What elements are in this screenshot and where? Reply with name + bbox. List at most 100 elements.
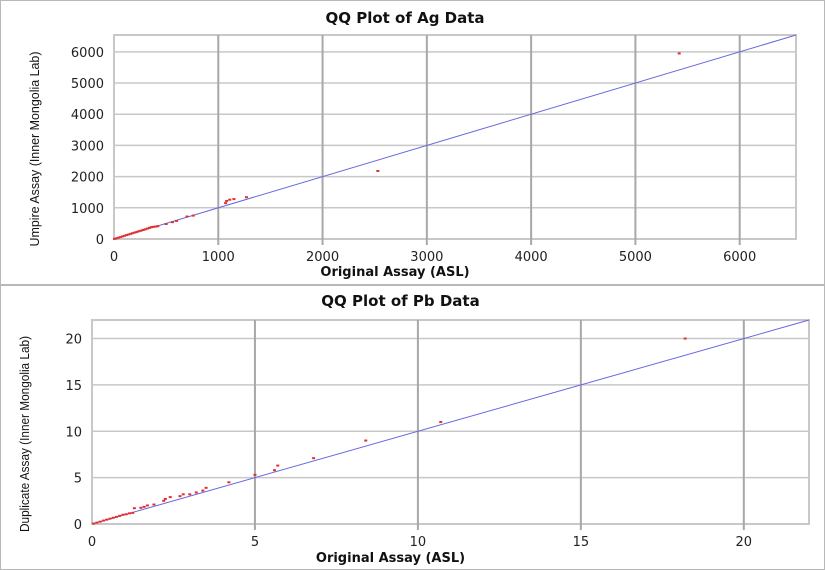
data-point <box>178 495 182 498</box>
x-axis-label: Original Assay (ASL) <box>320 265 469 280</box>
x-tick-label: 6000 <box>723 250 756 265</box>
x-tick-label: 0 <box>88 535 96 550</box>
data-point <box>113 237 117 240</box>
data-point <box>168 496 172 499</box>
data-point <box>164 223 168 226</box>
data-point <box>145 504 149 507</box>
data-point <box>439 421 443 423</box>
data-point <box>188 493 192 496</box>
data-point <box>137 230 141 233</box>
data-point <box>253 473 257 476</box>
data-point <box>127 512 131 515</box>
x-tick-label: 15 <box>573 535 590 550</box>
data-point <box>133 231 137 234</box>
data-point <box>312 457 316 460</box>
y-tick-label: 1000 <box>71 202 104 217</box>
data-point <box>145 227 149 230</box>
y-tick-label: 3000 <box>71 139 104 154</box>
data-point <box>225 199 229 202</box>
y-tick-label: 5 <box>74 472 82 487</box>
data-point <box>116 236 120 239</box>
pb-qq-chart: 0 5 10 15 20 0 5 10 15 20 QQ Plot of Pb Data Origin… <box>0 285 825 570</box>
data-point <box>118 236 122 239</box>
data-point <box>677 52 681 55</box>
ag-chart-svg: 0 1000 2000 3000 4000 5000 6000 0 1000 2000 3000 40… <box>27 9 797 280</box>
data-point <box>131 232 135 235</box>
data-point <box>224 202 228 205</box>
x-tick-label: 20 <box>736 535 753 550</box>
y-axis-label: Duplicate Assay (Inner Mongolia Lab) <box>17 336 32 532</box>
x-tick-label: 0 <box>110 250 118 265</box>
data-point <box>114 237 118 240</box>
y-tick-label: 0 <box>96 233 104 248</box>
data-point <box>118 514 122 517</box>
data-point <box>683 337 687 340</box>
data-point <box>227 481 231 484</box>
data-point <box>204 486 208 489</box>
data-point <box>244 196 248 199</box>
data-point <box>273 469 277 472</box>
data-point <box>154 225 158 228</box>
data-point <box>142 505 146 508</box>
x-tick-label: 2000 <box>306 250 339 265</box>
data-point <box>201 489 205 492</box>
x-axis-label: Original Assay (ASL) <box>316 551 465 566</box>
data-point <box>143 228 147 231</box>
data-point <box>139 506 143 509</box>
data-point <box>185 215 189 218</box>
data-point <box>105 518 109 521</box>
x-tick-label: 3000 <box>410 250 443 265</box>
data-point <box>129 232 133 235</box>
data-point <box>120 235 124 238</box>
data-point <box>108 517 112 520</box>
y-axis-label: Umpire Assay (Inner Mongolia Lab) <box>27 52 42 247</box>
data-point <box>170 221 174 224</box>
data-point <box>194 491 198 494</box>
y-tick-label: 20 <box>65 333 82 348</box>
y-tick-label: 6000 <box>71 46 104 61</box>
data-point <box>131 511 135 514</box>
data-point <box>147 226 151 229</box>
y-tick-label: 10 <box>65 425 82 440</box>
data-point <box>127 233 131 236</box>
data-point <box>163 497 167 500</box>
y-tick-label: 5000 <box>71 77 104 92</box>
data-point <box>121 513 125 516</box>
x-tick-label: 1000 <box>202 250 235 265</box>
reference-line <box>91 319 810 525</box>
x-tick-label: 4000 <box>515 250 548 265</box>
data-point <box>132 507 136 510</box>
ag-qq-chart: 0 1000 2000 3000 4000 5000 6000 0 1000 2000 3000 40… <box>0 0 825 285</box>
y-tick-label: 0 <box>74 518 82 533</box>
data-point <box>92 522 96 525</box>
data-point <box>95 521 99 524</box>
data-point <box>181 493 185 496</box>
pb-chart-svg: 0 5 10 15 20 0 5 10 15 20 QQ Plot of Pb Data Origin… <box>17 292 810 566</box>
reference-line <box>113 34 797 240</box>
data-point <box>191 214 195 217</box>
y-tick-label: 4000 <box>71 108 104 123</box>
data-point <box>150 226 154 229</box>
data-point <box>101 519 105 522</box>
chart-title: QQ Plot of Ag Data <box>325 9 484 27</box>
x-tick-label: 5 <box>251 535 259 550</box>
data-point <box>364 439 368 442</box>
data-point <box>276 464 280 467</box>
y-tick-label: 2000 <box>71 171 104 186</box>
data-point <box>124 513 128 516</box>
data-point <box>139 229 143 232</box>
data-point <box>232 198 236 201</box>
chart-title: QQ Plot of Pb Data <box>321 292 479 310</box>
data-point <box>175 219 179 222</box>
data-point <box>114 515 118 518</box>
data-point <box>152 503 156 506</box>
data-point <box>125 234 129 237</box>
data-point <box>141 228 145 231</box>
data-point <box>152 225 156 228</box>
data-point <box>122 234 126 237</box>
y-tick-label: 15 <box>65 379 82 394</box>
x-tick-label: 5000 <box>619 250 652 265</box>
data-point <box>111 516 115 519</box>
data-point <box>228 198 232 201</box>
data-point <box>98 520 102 523</box>
